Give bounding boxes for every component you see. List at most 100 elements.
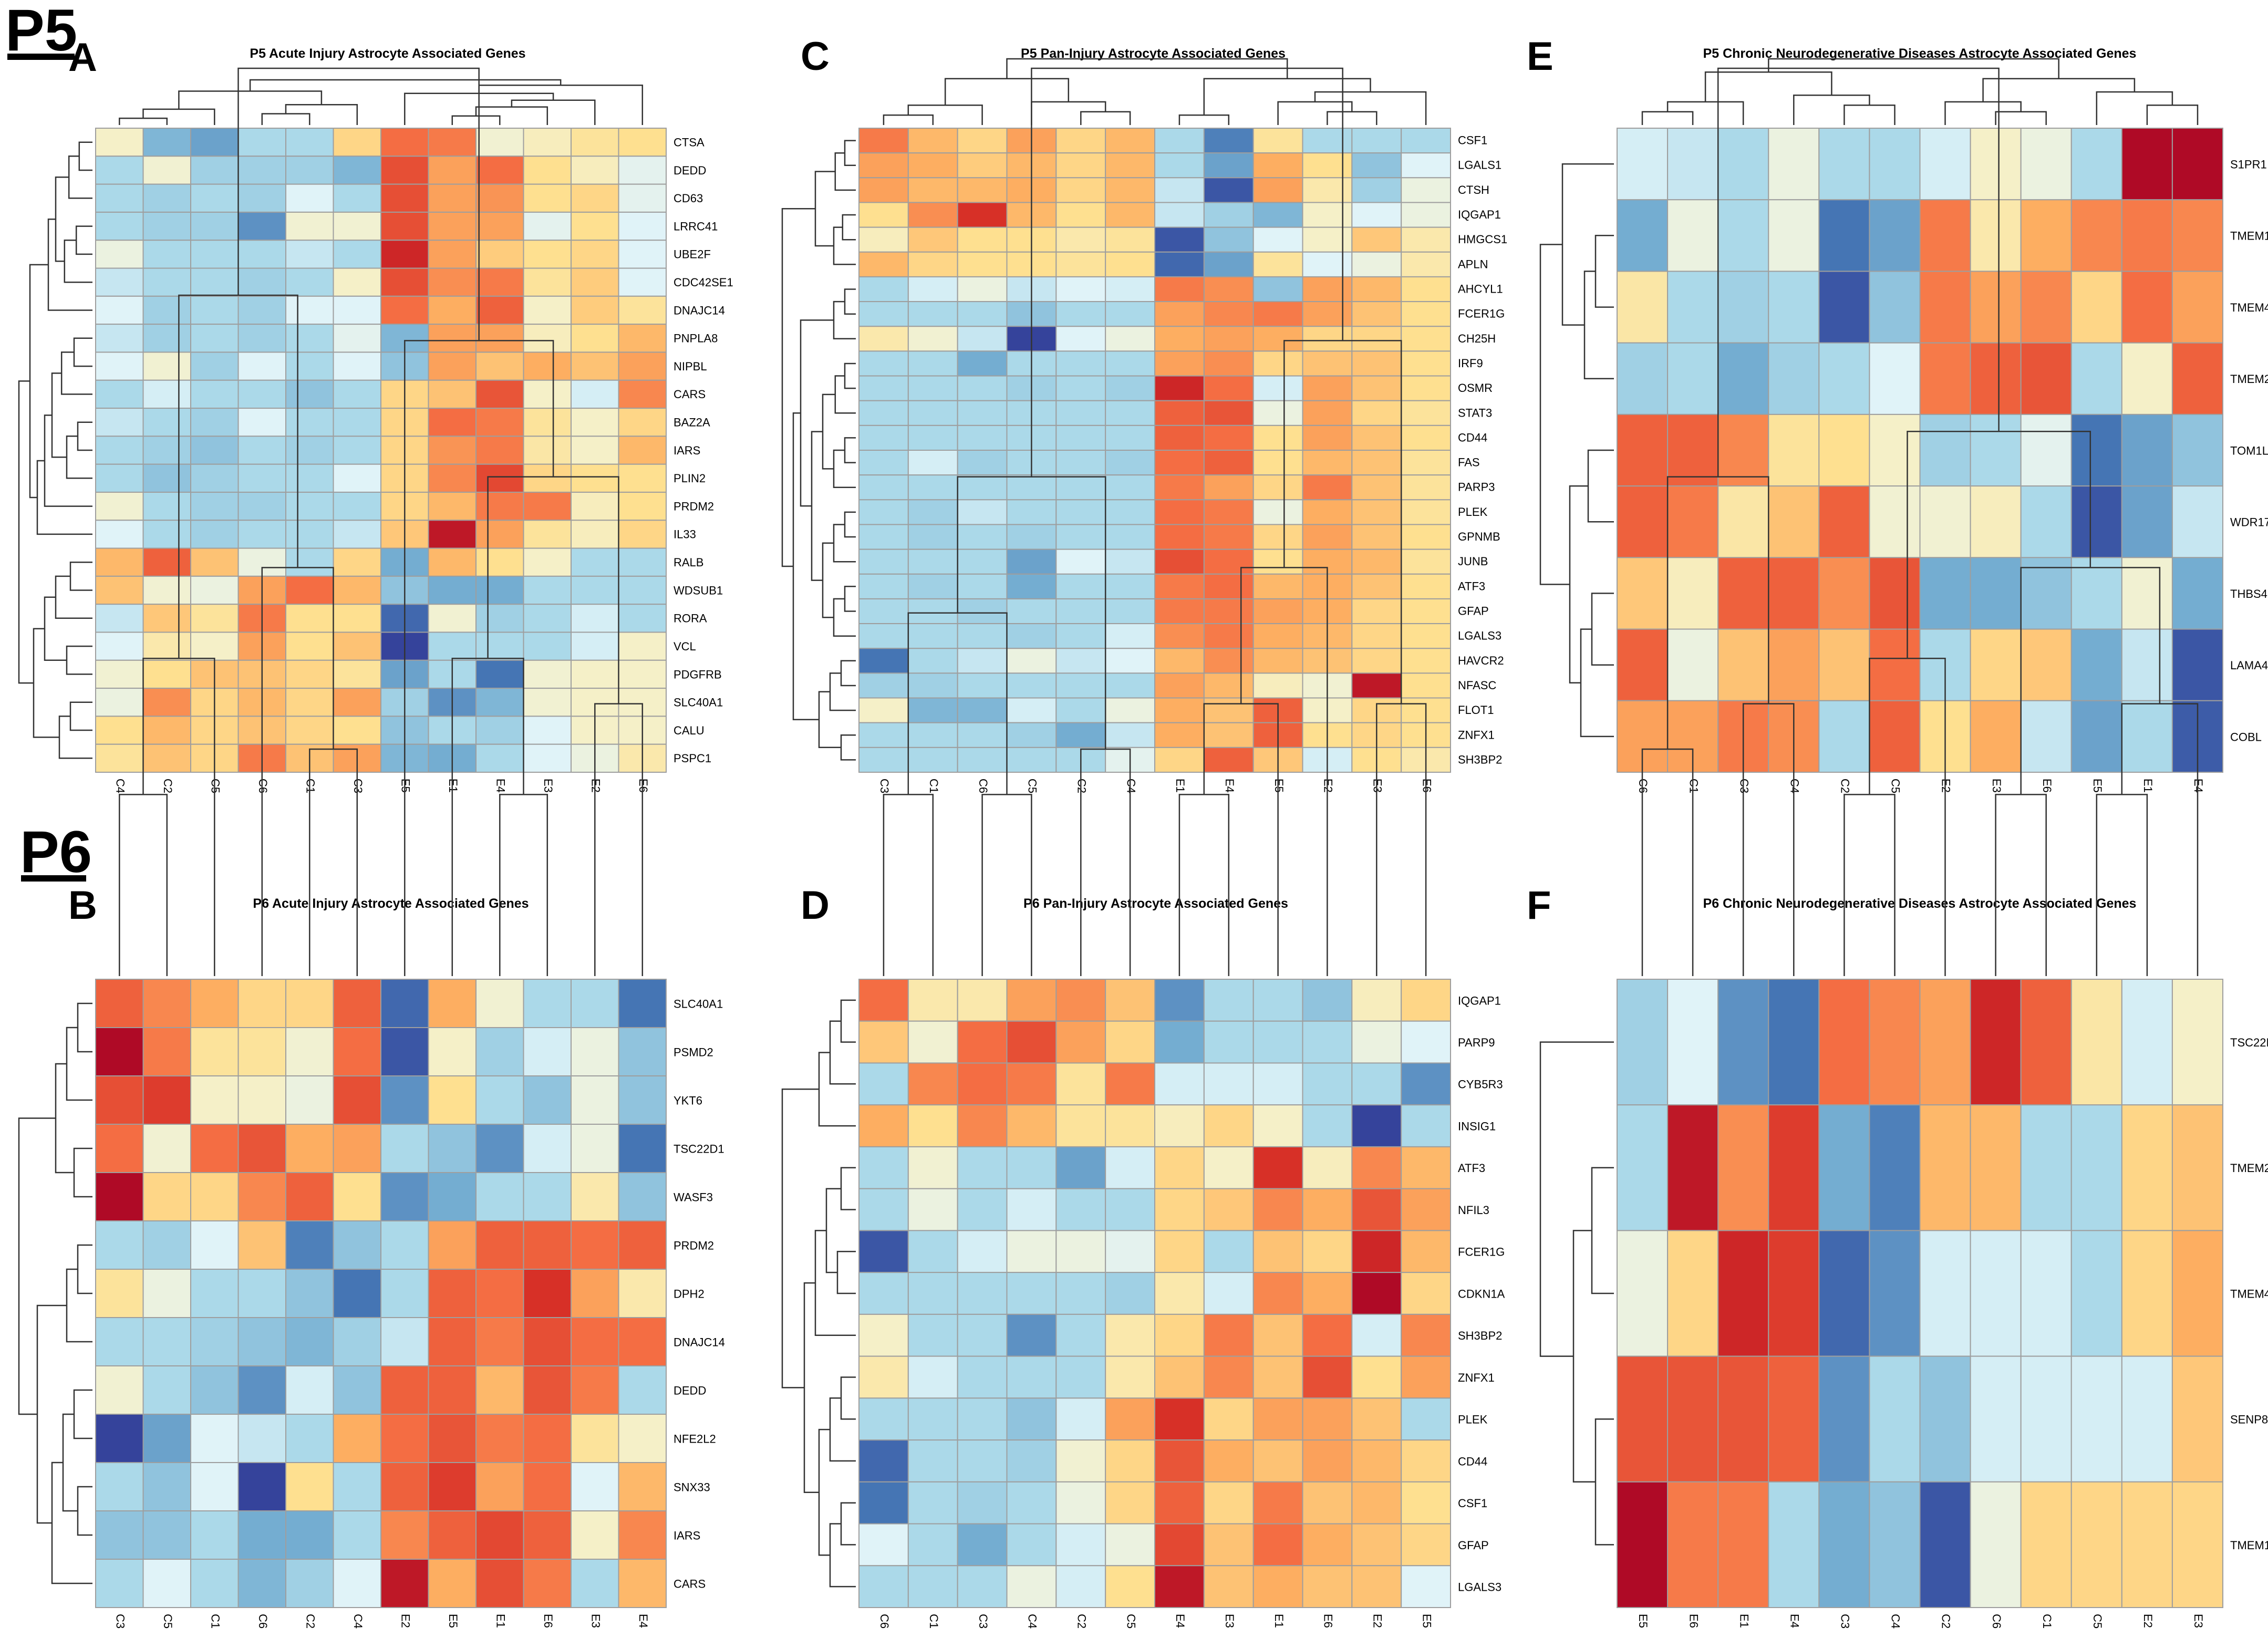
heatmap-cell <box>618 156 667 185</box>
heatmap-cell <box>95 295 144 325</box>
gene-label: IARS <box>674 1529 700 1542</box>
heatmap-cell <box>1919 271 1971 344</box>
gene-label: CYB5R3 <box>1458 1078 1503 1091</box>
heatmap-cell <box>237 183 286 213</box>
sample-label: C6 <box>256 779 270 793</box>
row-dendrogram-link <box>818 1428 830 1556</box>
heatmap-cell <box>1919 1355 1971 1483</box>
heatmap-cell <box>571 604 619 633</box>
sample-label: E4 <box>2192 779 2205 793</box>
heatmap-cell <box>571 1462 619 1511</box>
column-dendrogram-link <box>2096 794 2148 976</box>
heatmap-cell <box>95 1124 144 1173</box>
heatmap-cell <box>1055 276 1106 303</box>
heatmap-cell <box>428 631 477 661</box>
sample-label: E3 <box>589 1614 602 1628</box>
gene-label: CARS <box>674 1577 706 1590</box>
heatmap-cell <box>1302 474 1353 501</box>
heatmap-cell <box>1203 251 1254 277</box>
heatmap-cell <box>237 156 286 185</box>
row-dendrogram-link <box>840 999 856 1043</box>
heatmap-cell <box>523 324 572 353</box>
gene-label: IQGAP1 <box>1458 994 1501 1007</box>
heatmap-cell <box>428 295 477 325</box>
heatmap-cell <box>1351 326 1402 352</box>
heatmap-cell <box>858 301 909 327</box>
heatmap-cell <box>1351 623 1402 649</box>
heatmap-cell <box>907 152 958 179</box>
heatmap-cell <box>523 716 572 745</box>
heatmap-cell <box>190 575 239 605</box>
heatmap-cell <box>1302 1481 1353 1525</box>
gene-label: TMEM229A <box>2230 1162 2268 1175</box>
heatmap-cell <box>1055 499 1106 525</box>
heatmap-cell <box>428 1414 477 1463</box>
heatmap-cell <box>285 547 334 577</box>
column-dendrogram-link <box>249 79 562 91</box>
heatmap-cell <box>285 240 334 269</box>
gene-label: VCL <box>674 640 696 653</box>
heatmap-cell <box>858 350 909 377</box>
heatmap-cell <box>571 1559 619 1608</box>
heatmap-cell <box>1154 524 1205 550</box>
heatmap-cell <box>142 491 191 521</box>
heatmap-cell <box>1105 1188 1155 1231</box>
heatmap-cell <box>957 1062 1008 1106</box>
row-dendrogram-link <box>834 152 856 191</box>
heatmap-cell <box>1055 548 1106 575</box>
column-dendrogram-link <box>1666 101 1744 125</box>
column-dendrogram-link <box>285 104 358 125</box>
heatmap-cell <box>333 1075 381 1125</box>
heatmap-cell <box>1006 548 1057 575</box>
gene-label: PSMD2 <box>674 1045 713 1059</box>
heatmap-cell <box>1055 573 1106 599</box>
heatmap-cell <box>1818 1481 1870 1609</box>
heatmap-cell <box>571 979 619 1028</box>
heatmap-cell <box>333 183 381 213</box>
gene-label: CARS <box>674 388 706 401</box>
gene-label: JUNB <box>1458 555 1488 568</box>
heatmap-cell <box>1401 524 1451 550</box>
row-dendrogram-link <box>47 218 92 311</box>
heatmap-cell <box>1970 700 2022 773</box>
heatmap-cell <box>142 1414 191 1463</box>
heatmap-cell <box>2121 413 2173 487</box>
heatmap-cell <box>285 379 334 409</box>
heatmap-cell <box>1351 1188 1402 1231</box>
row-dendrogram-link <box>1569 485 1588 683</box>
row-dendrogram-link <box>69 701 92 731</box>
heatmap-cell <box>1302 1439 1353 1483</box>
row-dendrogram-link <box>840 660 856 687</box>
heatmap-cell <box>380 979 429 1028</box>
heatmap-cell <box>95 1075 144 1125</box>
heatmap-cell <box>858 623 909 649</box>
heatmap-cell <box>1006 1481 1057 1525</box>
heatmap-cell <box>475 1027 524 1076</box>
heatmap-cell <box>571 379 619 409</box>
heatmap-cell <box>95 1414 144 1463</box>
heatmap-cell <box>475 1462 524 1511</box>
heatmap-cell <box>1203 548 1254 575</box>
heatmap-cell <box>475 1172 524 1221</box>
row-dendrogram-link <box>73 337 92 367</box>
heatmap-cell <box>957 1439 1008 1483</box>
heatmap-cell <box>1105 1313 1155 1357</box>
heatmap-cell <box>2121 199 2173 272</box>
heatmap-cell <box>1006 623 1057 649</box>
sample-label: C5 <box>1124 1614 1137 1629</box>
heatmap-cell <box>1154 1230 1205 1273</box>
heatmap-cell <box>190 631 239 661</box>
column-dendrogram-link <box>981 794 1032 976</box>
heatmap-cell <box>957 326 1008 352</box>
heatmap-cell <box>1252 474 1303 501</box>
row-dendrogram-link <box>844 586 856 612</box>
heatmap-cell <box>190 520 239 549</box>
heatmap-cell <box>1154 672 1205 699</box>
heatmap-cell <box>1203 672 1254 699</box>
heatmap-cell <box>907 474 958 501</box>
heatmap-cell <box>2020 700 2072 773</box>
heatmap-cell <box>333 1269 381 1318</box>
heatmap-cell <box>957 1481 1008 1525</box>
heatmap-cell <box>285 688 334 717</box>
heatmap-cell <box>957 1272 1008 1315</box>
